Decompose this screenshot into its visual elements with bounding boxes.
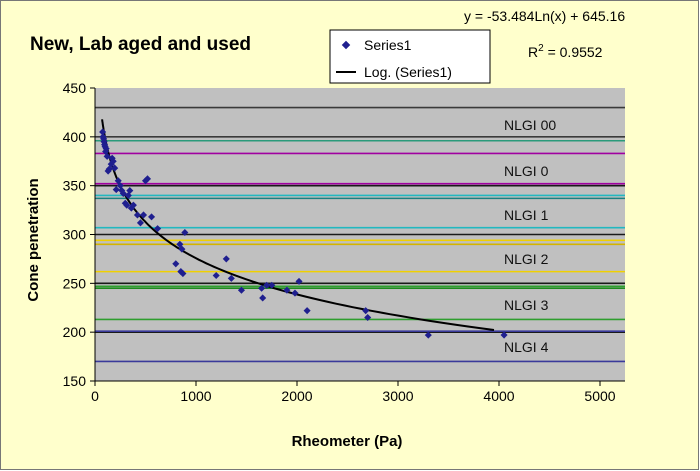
- x-tick-label: 1000: [180, 388, 211, 404]
- data-point: [102, 145, 110, 153]
- x-tick-label: 0: [91, 388, 99, 404]
- nlgi-label: NLGI 4: [504, 339, 549, 355]
- data-point: [295, 277, 303, 285]
- y-tick-label: 300: [63, 227, 87, 243]
- y-tick-label: 200: [63, 324, 87, 340]
- data-point: [268, 281, 276, 289]
- legend-label-trend: Log. (Series1): [364, 64, 452, 80]
- data-point: [172, 260, 180, 268]
- trendline: [101, 119, 495, 331]
- data-point: [112, 186, 120, 194]
- data-point: [148, 213, 156, 221]
- y-axis-title: Cone penetration: [25, 178, 42, 301]
- trendline-path: [101, 119, 495, 331]
- data-point: [263, 281, 271, 289]
- data-point: [227, 274, 235, 282]
- tick-labels: 0 1000 2000 3000 4000 5000 150 200 250 300 350 400 4…: [63, 80, 616, 404]
- data-point: [500, 331, 508, 339]
- data-point: [424, 331, 432, 339]
- data-point: [179, 270, 187, 278]
- data-point: [303, 307, 311, 315]
- legend-marker-series1: [341, 40, 351, 50]
- legend-label-series1: Series1: [364, 37, 412, 53]
- data-point: [129, 201, 137, 209]
- data-point: [126, 187, 134, 195]
- data-point: [139, 211, 148, 219]
- x-tick-label: 4000: [483, 388, 514, 404]
- nlgi-label: NLGI 0: [504, 163, 549, 179]
- data-point: [362, 307, 370, 315]
- data-point: [258, 284, 266, 292]
- axes: [90, 87, 625, 386]
- y-tick-label: 400: [63, 129, 87, 145]
- x-tick-label: 5000: [584, 388, 615, 404]
- x-tick-label: 3000: [382, 388, 413, 404]
- data-point: [364, 313, 372, 322]
- y-tick-label: 150: [63, 373, 87, 389]
- data-point: [259, 294, 267, 302]
- y-tick-label: 250: [63, 275, 87, 291]
- y-tick-label: 450: [63, 80, 87, 96]
- data-point: [212, 271, 220, 280]
- data-point: [123, 201, 131, 209]
- data-point: [154, 225, 162, 233]
- nlgi-label: NLGI 00: [504, 117, 556, 133]
- data-point: [291, 289, 299, 297]
- nlgi-label: NLGI 3: [504, 297, 549, 313]
- nlgi-label: NLGI 1: [504, 207, 549, 223]
- data-point: [133, 211, 141, 219]
- data-point: [283, 286, 291, 294]
- data-point: [181, 228, 189, 237]
- trend-equation: y = -53.484Ln(x) + 645.16: [464, 8, 625, 24]
- data-point: [222, 255, 230, 263]
- chart-title: New, Lab aged and used: [30, 34, 251, 55]
- x-tick-label: 2000: [281, 388, 312, 404]
- x-axis-title: Rheometer (Pa): [292, 433, 403, 450]
- data-point: [178, 245, 186, 253]
- y-tick-label: 350: [63, 178, 87, 194]
- nlgi-lines: NLGI 00 NLGI 0 NLGI 1 NLGI 2 NLGI 3 NLGI 4: [95, 106, 625, 363]
- data-points: [99, 128, 508, 339]
- legend: Series1 Log. (Series1): [329, 29, 491, 84]
- r-squared: R2 = 0.9552: [528, 43, 603, 60]
- nlgi-label: NLGI 2: [504, 251, 549, 267]
